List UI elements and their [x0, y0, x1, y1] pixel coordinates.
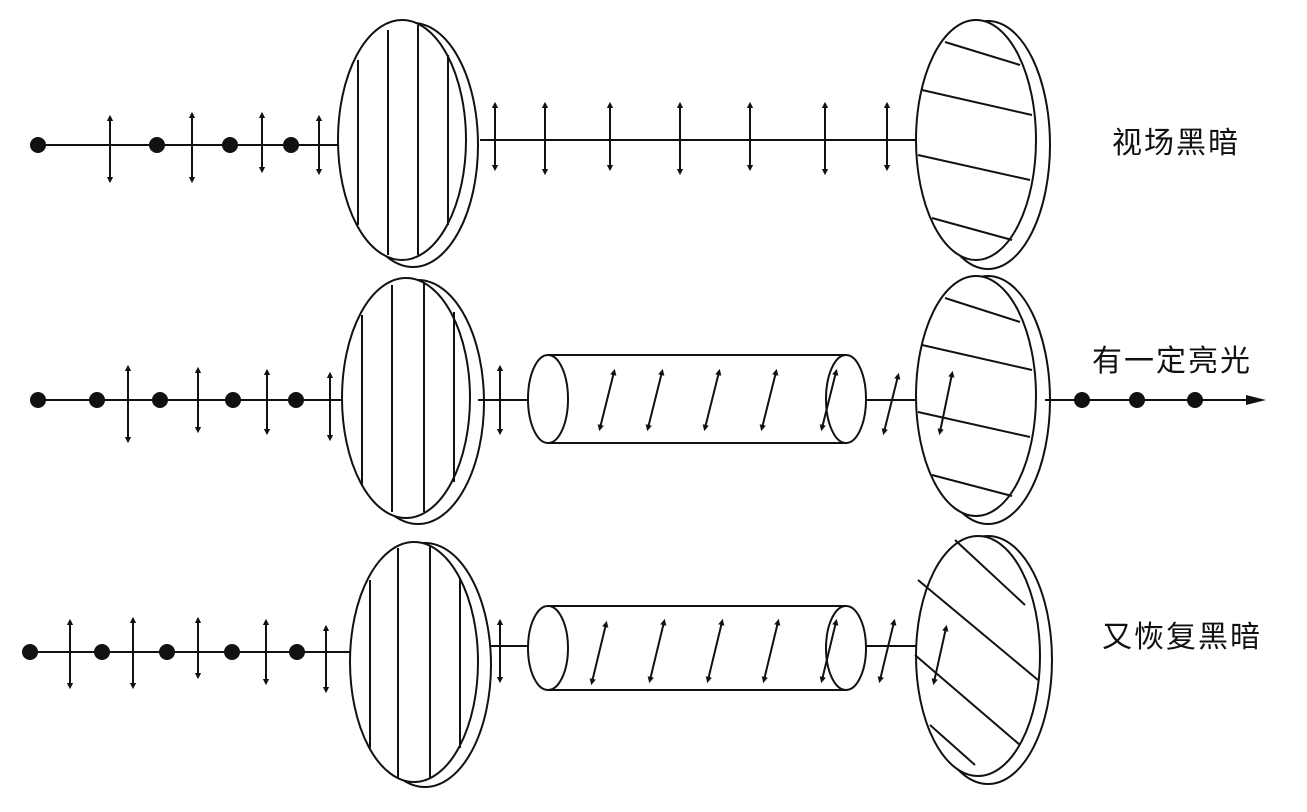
unpolarized-dot	[289, 644, 305, 660]
row-3	[22, 536, 1052, 787]
rotated-vibration-arrow	[759, 368, 779, 432]
analyzer-stripe	[955, 540, 1025, 605]
unpolarized-dot	[283, 137, 299, 153]
rotated-vibration-arrow	[597, 368, 617, 432]
analyzer-stripe	[930, 725, 975, 765]
analyzer-stripe	[918, 155, 1030, 180]
rotated-vibration-arrow	[877, 618, 897, 684]
rotated-vibration-arrow	[881, 372, 901, 436]
row-2-result-label: 有一定亮光	[1092, 344, 1252, 379]
rotated-vibration-arrow	[647, 618, 667, 684]
unpolarized-dot	[222, 137, 238, 153]
unpolarized-dot	[159, 644, 175, 660]
analyzer-stripe	[932, 475, 1012, 496]
analyzer-disc	[916, 536, 1040, 776]
analyzer-stripe	[932, 218, 1012, 240]
unpolarized-dot	[288, 392, 304, 408]
sample-tube-face	[528, 355, 568, 443]
analyzer-stripe	[922, 345, 1032, 370]
rotated-vibration-arrow	[937, 370, 955, 436]
unpolarized-dot	[94, 644, 110, 660]
rotated-vibration-arrow	[589, 620, 609, 686]
unpolarized-dot	[89, 392, 105, 408]
rotated-vibration-arrow	[761, 618, 781, 684]
unpolarized-dot	[30, 392, 46, 408]
analyzer-stripe	[945, 42, 1020, 65]
analyzer-stripe	[945, 298, 1020, 322]
analyzer-disc	[916, 276, 1036, 516]
sample-tube-end	[826, 355, 866, 443]
analyzer-stripe	[918, 412, 1030, 437]
analyzer-disc	[916, 20, 1036, 260]
sample-tube-face	[528, 606, 568, 690]
unpolarized-dot	[225, 392, 241, 408]
rotated-vibration-arrow	[819, 618, 839, 684]
output-dot	[1187, 392, 1203, 408]
polarizer-disc	[350, 542, 478, 782]
row-2	[30, 276, 1266, 524]
output-dot	[1074, 392, 1090, 408]
unpolarized-dot	[149, 137, 165, 153]
analyzer-stripe	[918, 580, 1038, 680]
row-3-result-label: 又恢复黑暗	[1102, 620, 1262, 655]
output-dot	[1129, 392, 1145, 408]
row-1	[30, 20, 1050, 269]
analyzer-stripe	[922, 90, 1032, 115]
polarizer-disc	[342, 278, 470, 518]
row-1-result-label: 视场黑暗	[1112, 126, 1240, 161]
rotated-vibration-arrow	[705, 618, 725, 684]
unpolarized-dot	[30, 137, 46, 153]
rotated-vibration-arrow	[702, 368, 722, 432]
rotated-vibration-arrow	[645, 368, 665, 432]
rotated-vibration-arrow	[819, 368, 839, 432]
sample-tube-body	[548, 355, 846, 443]
unpolarized-dot	[152, 392, 168, 408]
output-arrowhead	[1246, 395, 1266, 405]
unpolarized-dot	[22, 644, 38, 660]
sample-tube-end	[826, 606, 866, 690]
polarizer-disc	[338, 20, 466, 260]
unpolarized-dot	[224, 644, 240, 660]
rotated-vibration-arrow	[931, 624, 949, 686]
